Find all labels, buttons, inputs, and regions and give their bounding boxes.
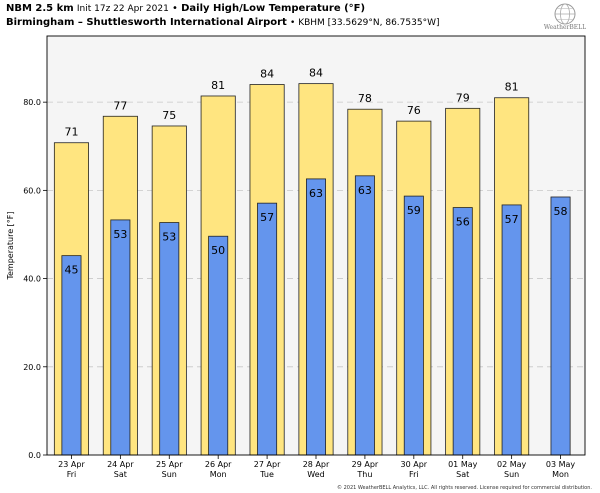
y-tick-label: 40.0 [23, 275, 41, 284]
x-tick-date: 23 Apr [58, 460, 85, 469]
globe-icon [554, 3, 576, 25]
low-temp-bar [306, 178, 326, 456]
low-temp-bar [159, 222, 180, 456]
low-temp-bar [257, 202, 278, 456]
header-line-2: Birmingham – Shuttlesworth International… [6, 16, 526, 30]
y-axis-label: Temperature [°F] [6, 211, 15, 280]
copyright-notice: © 2021 WeatherBELL Analytics, LLC. All r… [337, 485, 592, 491]
x-tick-day: Sat [114, 470, 127, 479]
data-labels: 71 45 77 53 75 53 81 50 84 57 84 63 78 63 76 59 79 56 81 57… [64, 67, 567, 277]
high-temp-label: 81 [505, 81, 519, 94]
low-temp-label: 53 [113, 228, 127, 241]
low-temp-bar [110, 219, 131, 456]
y-tick-label: 0.0 [28, 451, 41, 460]
x-tick-day: Wed [307, 470, 324, 479]
high-temp-label: 84 [260, 68, 274, 81]
x-tick-date: 01 May [448, 460, 478, 469]
low-temp-label: 57 [260, 211, 274, 224]
low-temp-bar [403, 195, 424, 456]
chart-header: NBM 2.5 km Init 17z 22 Apr 2021 • Daily … [6, 2, 526, 30]
weatherbell-logo: WeatherBELL [544, 3, 586, 31]
x-tick-day: Fri [67, 470, 77, 479]
y-tick-label: 80.0 [23, 98, 41, 107]
low-temp-bar [452, 207, 473, 456]
model-name: NBM 2.5 km [6, 3, 74, 14]
high-temp-label: 75 [162, 109, 176, 122]
x-tick-day: Tue [259, 470, 274, 479]
y-tick-label: 20.0 [23, 363, 41, 372]
x-tick-day: Mon [210, 470, 227, 479]
x-tick-date: 27 Apr [254, 460, 281, 469]
low-temp-label: 53 [162, 231, 176, 244]
high-temp-label: 78 [358, 92, 372, 105]
x-tick-date: 02 May [497, 460, 527, 469]
x-tick-day: Thu [356, 470, 372, 479]
high-temp-label: 71 [64, 126, 78, 139]
low-temp-bar [208, 235, 229, 456]
header-bullet: • [172, 3, 178, 14]
high-temp-label: 84 [309, 67, 323, 80]
low-temp-bar [550, 196, 571, 456]
x-tick-date: 30 Apr [401, 460, 428, 469]
x-tick-date: 25 Apr [156, 460, 183, 469]
x-tick-day: Sun [504, 470, 519, 479]
high-temp-label: 79 [456, 91, 470, 104]
logo-text: WeatherBELL [544, 24, 586, 31]
x-tick-date: 28 Apr [303, 460, 330, 469]
high-temp-label: 81 [211, 79, 225, 92]
high-temp-label: 76 [407, 104, 421, 117]
x-tick-day: Sat [456, 470, 469, 479]
high-temp-label: 77 [113, 99, 127, 112]
station-id: • KBHM [33.5629°N, 86.7535°W] [290, 18, 440, 28]
plot-frame [46, 35, 586, 456]
product-title: Daily High/Low Temperature (°F) [181, 3, 366, 14]
header-line-1: NBM 2.5 km Init 17z 22 Apr 2021 • Daily … [6, 2, 526, 16]
x-tick-date: 26 Apr [205, 460, 232, 469]
x-tick-day: Sun [162, 470, 177, 479]
low-temp-label: 58 [554, 205, 568, 218]
low-temp-bar [501, 204, 522, 456]
low-temp-label: 63 [358, 184, 372, 197]
init-time: Init 17z 22 Apr 2021 [76, 4, 169, 14]
low-temp-bar [354, 175, 375, 456]
low-temp-label: 59 [407, 204, 421, 217]
x-tick-day: Mon [552, 470, 569, 479]
y-tick-label: 60.0 [23, 186, 41, 195]
low-temp-label: 45 [64, 264, 78, 277]
low-temp-label: 56 [456, 216, 470, 229]
low-temp-label: 63 [309, 187, 323, 200]
low-temp-bar [61, 255, 82, 456]
x-tick-date: 29 Apr [352, 460, 379, 469]
station-name: Birmingham – Shuttlesworth International… [6, 17, 287, 28]
x-tick-day: Fri [409, 470, 419, 479]
low-temp-label: 57 [505, 213, 519, 226]
x-tick-date: 03 May [546, 460, 576, 469]
low-temp-label: 50 [211, 244, 225, 257]
x-tick-date: 24 Apr [107, 460, 134, 469]
bars [53, 83, 571, 456]
